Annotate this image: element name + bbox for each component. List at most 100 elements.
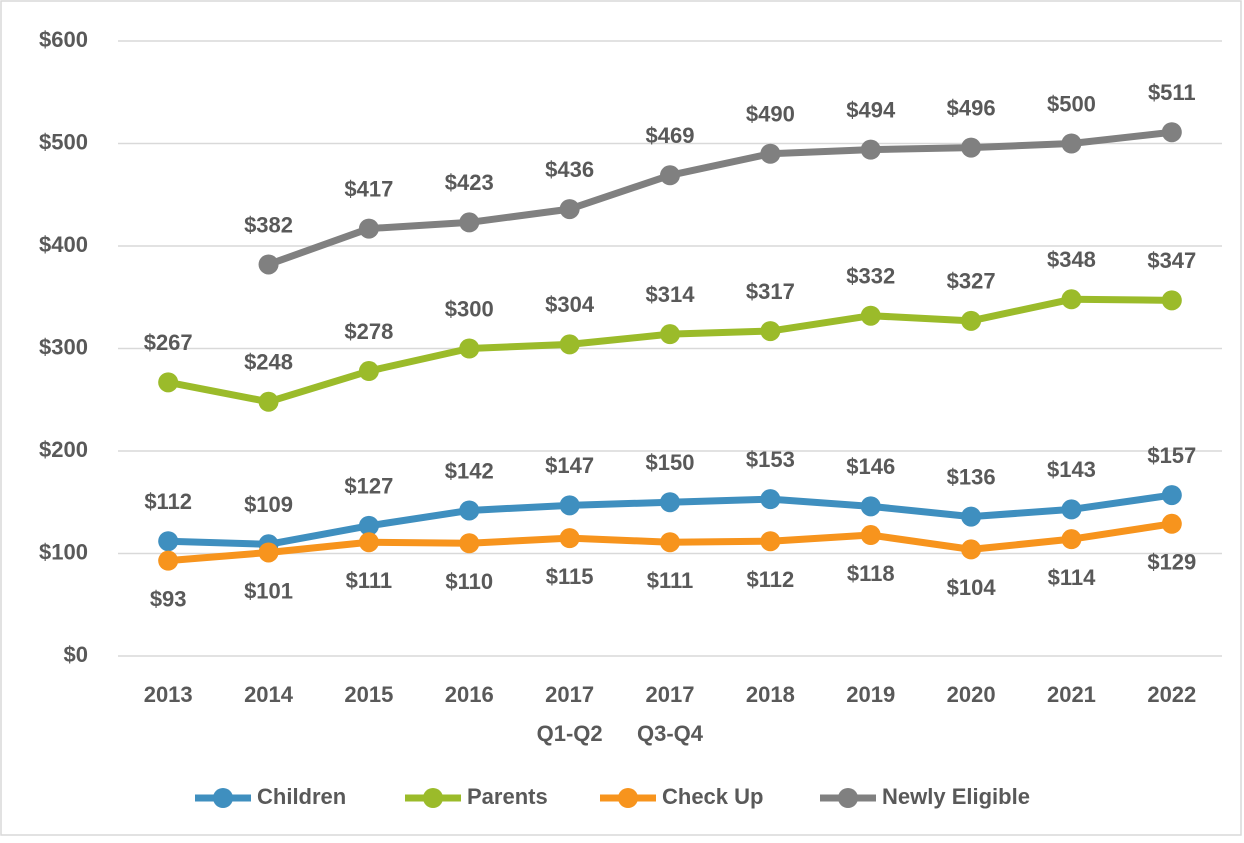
data-label: $109: [244, 492, 293, 517]
data-label: $317: [746, 279, 795, 304]
x-tick-label: Q3-Q4: [637, 721, 704, 746]
x-tick-label: 2022: [1147, 682, 1196, 707]
point: [660, 324, 680, 345]
data-label: $136: [947, 464, 996, 489]
data-label: $469: [646, 123, 695, 148]
legend-label: Children: [257, 784, 346, 809]
point: [760, 143, 781, 164]
data-label: $114: [1048, 565, 1096, 590]
point: [358, 515, 379, 536]
data-label: $327: [947, 269, 996, 294]
point: [860, 496, 881, 517]
legend-label: Newly Eligible: [882, 784, 1030, 809]
data-label: $129: [1147, 550, 1196, 575]
y-tick-label: $300: [39, 334, 88, 359]
x-tick-label: Q1-Q2: [537, 721, 603, 746]
data-label: $127: [344, 474, 393, 499]
legend-label: Parents: [467, 784, 548, 809]
point: [961, 310, 982, 331]
point: [158, 531, 179, 552]
data-label: $101: [244, 578, 293, 603]
point: [760, 321, 781, 342]
point: [358, 532, 379, 553]
y-tick-label: $200: [39, 437, 88, 462]
data-label: $490: [746, 102, 795, 127]
data-label: $314: [646, 282, 696, 307]
data-label: $157: [1147, 443, 1196, 468]
point: [459, 500, 480, 521]
data-label: $500: [1047, 91, 1096, 116]
data-label: $111: [346, 568, 393, 593]
point: [1061, 133, 1082, 154]
data-label: $267: [144, 330, 193, 355]
data-label: $110: [445, 569, 493, 594]
x-tick-label: 2016: [445, 682, 494, 707]
point: [358, 218, 379, 239]
x-tick-label: 2017: [545, 682, 594, 707]
x-tick-label: 2017: [646, 682, 695, 707]
point: [1061, 289, 1082, 310]
point: [1061, 529, 1082, 550]
data-label: $153: [746, 447, 795, 472]
point: [559, 528, 580, 549]
legend-label: Check Up: [662, 784, 763, 809]
data-label: $118: [847, 561, 895, 586]
data-label: $248: [244, 350, 293, 375]
point: [559, 199, 580, 220]
data-label: $112: [144, 489, 192, 514]
legend-marker: [618, 788, 638, 808]
x-tick-label: 2015: [344, 682, 393, 707]
data-label: $332: [846, 264, 895, 289]
point: [660, 165, 680, 186]
point: [258, 542, 279, 563]
point: [660, 492, 680, 513]
x-tick-label: 2014: [244, 682, 294, 707]
legend-marker: [838, 788, 858, 808]
data-label: $423: [445, 170, 494, 195]
point: [961, 539, 982, 560]
y-tick-label: $100: [39, 539, 88, 564]
point: [459, 212, 480, 233]
point: [258, 391, 279, 412]
data-label: $496: [947, 95, 996, 120]
data-label: $300: [445, 296, 494, 321]
point: [1161, 290, 1182, 311]
x-tick-label: 2020: [947, 682, 996, 707]
point: [1161, 122, 1182, 143]
point: [1061, 499, 1082, 520]
point: [1161, 485, 1182, 506]
point: [459, 533, 480, 554]
x-tick-label: 2021: [1047, 682, 1096, 707]
data-label: $150: [646, 450, 695, 475]
point: [559, 495, 580, 516]
y-tick-label: $600: [39, 27, 88, 52]
point: [559, 334, 580, 355]
point: [860, 139, 881, 160]
data-label: $278: [344, 319, 393, 344]
legend-marker: [213, 788, 233, 808]
data-label: $104: [947, 575, 997, 600]
point: [158, 372, 179, 393]
data-label: $112: [746, 567, 794, 592]
point: [258, 254, 279, 275]
data-label: $111: [647, 568, 694, 593]
data-label: $417: [344, 176, 393, 201]
data-label: $348: [1047, 247, 1096, 272]
x-tick-label: 2013: [144, 682, 193, 707]
point: [760, 489, 781, 510]
point: [358, 361, 379, 382]
data-label: $511: [1148, 80, 1196, 105]
point: [158, 550, 179, 571]
point: [961, 137, 982, 158]
y-tick-label: $500: [39, 129, 88, 154]
data-label: $115: [546, 564, 594, 589]
point: [1161, 513, 1182, 534]
data-label: $147: [545, 453, 594, 478]
data-label: $143: [1047, 457, 1096, 482]
point: [459, 338, 480, 359]
point: [961, 506, 982, 527]
y-tick-label: $0: [64, 642, 88, 667]
data-label: $347: [1147, 248, 1196, 273]
